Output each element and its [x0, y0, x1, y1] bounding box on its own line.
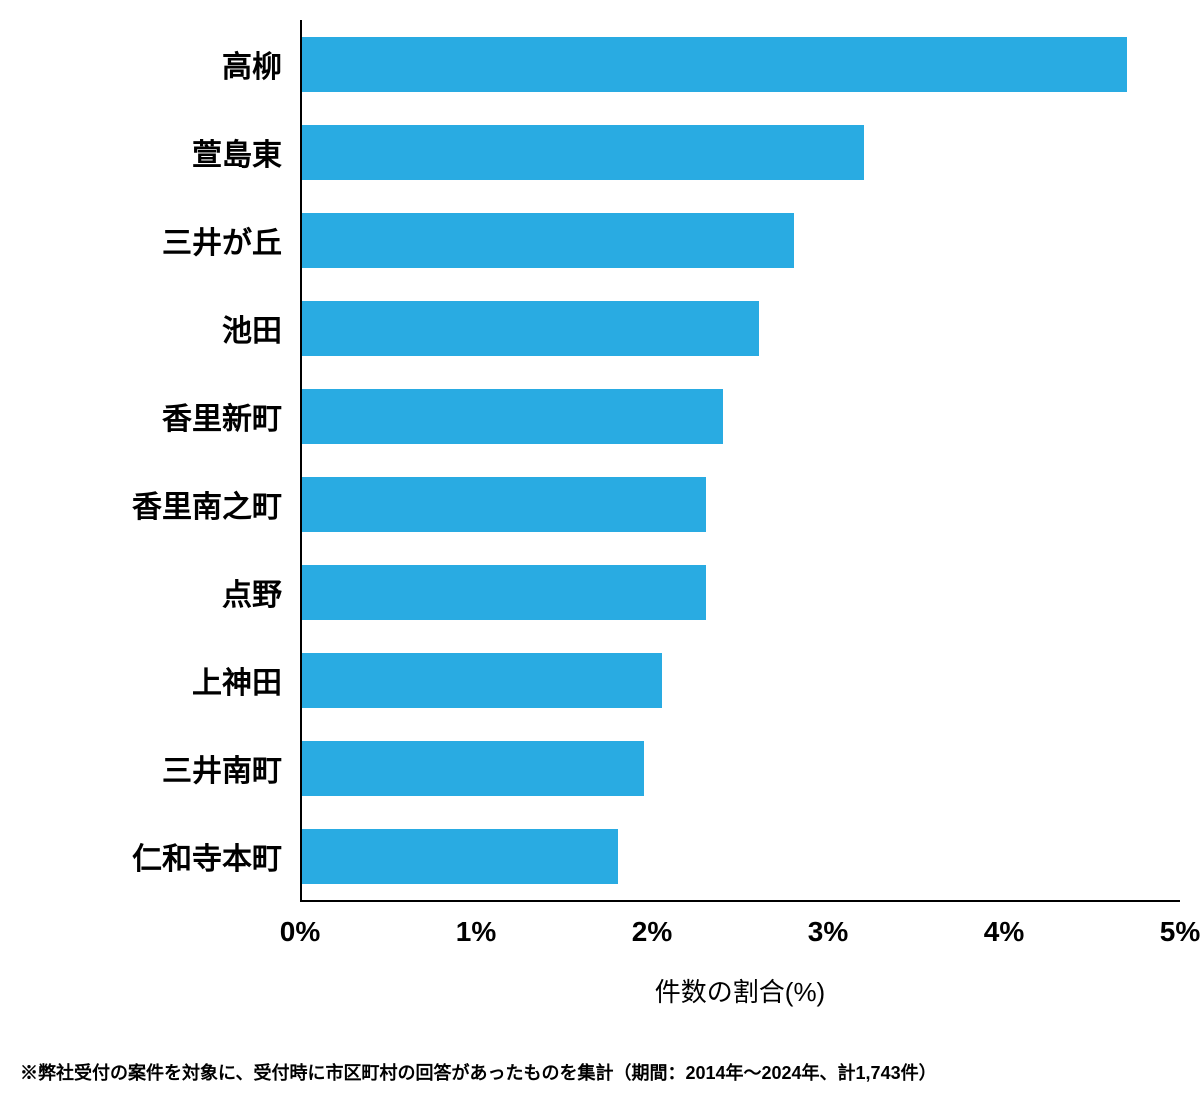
x-tick-label: 2%	[632, 916, 672, 948]
y-axis-label: 萱島東	[20, 108, 300, 196]
bar-row	[302, 372, 1180, 460]
bar-row	[302, 108, 1180, 196]
bar	[302, 213, 794, 268]
y-axis-label: 香里新町	[20, 372, 300, 460]
bar-row	[302, 636, 1180, 724]
y-axis-labels: 高柳萱島東三井が丘池田香里新町香里南之町点野上神田三井南町仁和寺本町	[20, 20, 300, 902]
x-tick-label: 4%	[984, 916, 1024, 948]
bar-row	[302, 196, 1180, 284]
bar	[302, 653, 662, 708]
footnote: ※弊社受付の案件を対象に、受付時に市区町村の回答があったものを集計（期間：201…	[20, 1059, 1180, 1085]
y-axis-label: 三井南町	[20, 724, 300, 812]
y-axis-label: 三井が丘	[20, 196, 300, 284]
x-axis-ticks: 0%1%2%3%4%5%	[300, 902, 1180, 952]
x-tick-label: 1%	[456, 916, 496, 948]
y-axis-label: 池田	[20, 284, 300, 372]
y-axis-label: 高柳	[20, 20, 300, 108]
bar	[302, 389, 723, 444]
plot	[300, 20, 1180, 902]
bar-row	[302, 548, 1180, 636]
bar-row	[302, 812, 1180, 900]
chart-container: 高柳萱島東三井が丘池田香里新町香里南之町点野上神田三井南町仁和寺本町 0% 1% 2…	[20, 20, 1180, 1085]
x-tick-label: 3%	[808, 916, 848, 948]
x-axis-title: 件数の割合(%)	[300, 972, 1180, 1009]
bar-row	[302, 20, 1180, 108]
x-tick-label: 0%	[280, 916, 320, 948]
bar-row	[302, 460, 1180, 548]
chart-plot-area: 高柳萱島東三井が丘池田香里新町香里南之町点野上神田三井南町仁和寺本町	[20, 20, 1180, 902]
x-tick-label: 5%	[1160, 916, 1200, 948]
bar	[302, 125, 864, 180]
bar-row	[302, 724, 1180, 812]
bar	[302, 477, 706, 532]
bar	[302, 741, 644, 796]
bar	[302, 829, 618, 884]
bar-row	[302, 284, 1180, 372]
y-axis-label: 点野	[20, 548, 300, 636]
y-axis-label: 上神田	[20, 636, 300, 724]
y-axis-label: 仁和寺本町	[20, 812, 300, 900]
bar	[302, 37, 1127, 92]
bar	[302, 301, 759, 356]
bar	[302, 565, 706, 620]
bars-group	[302, 20, 1180, 900]
y-axis-label: 香里南之町	[20, 460, 300, 548]
